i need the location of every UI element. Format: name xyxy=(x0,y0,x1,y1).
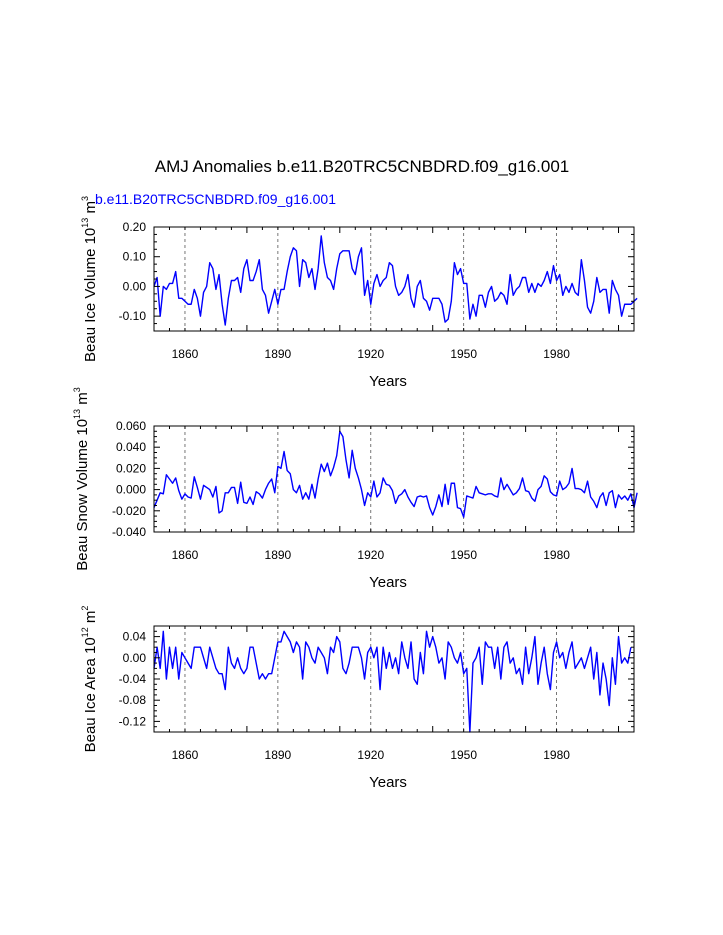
y-axis-title-exp2: 2 xyxy=(80,606,90,611)
y-axis-title-exp1: 13 xyxy=(72,409,82,419)
x-tick-label: 1980 xyxy=(543,347,570,361)
y-axis-title-prefix: Beau Ice Area 10 xyxy=(82,637,99,752)
series-line-ice-area xyxy=(153,630,632,733)
y-axis-title-prefix: Beau Snow Volume 10 xyxy=(74,419,91,571)
y-tick-label: 0.10 xyxy=(123,250,147,264)
y-axis-title-exp1: 12 xyxy=(80,627,90,637)
x-tick-label: 1860 xyxy=(172,347,199,361)
y-tick-label: 0.060 xyxy=(116,419,146,433)
x-tick-label: 1920 xyxy=(357,548,384,562)
x-tick-label: 1950 xyxy=(450,347,477,361)
y-tick-label: -0.12 xyxy=(119,714,147,728)
panel-snow-volume: 1860 1890 1920 1950 1980 -0.040 -0.020 0.000 0.0… xyxy=(72,387,638,591)
y-tick-label: 0.020 xyxy=(116,461,146,475)
series-line-ice-volume xyxy=(153,235,638,326)
y-axis-title-exp1: 13 xyxy=(80,218,90,228)
page-title: AMJ Anomalies b.e11.B20TRC5CNBDRD.f09_g1… xyxy=(155,157,570,176)
x-tick-label: 1920 xyxy=(357,748,384,762)
y-tick-label: 0.04 xyxy=(123,630,147,644)
x-axis-title: Years xyxy=(369,574,407,591)
series-line-snow-volume xyxy=(153,430,638,518)
page-subtitle: b.e11.B20TRC5CNBDRD.f09_g16.001 xyxy=(95,191,336,207)
x-tick-label: 1890 xyxy=(265,347,292,361)
y-axis-title-mid: m xyxy=(74,392,91,409)
x-tick-label: 1920 xyxy=(357,347,384,361)
y-tick-label: 0.00 xyxy=(123,279,147,293)
x-tick-label: 1950 xyxy=(450,548,477,562)
y-axis-title-prefix: Beau Ice Volume 10 xyxy=(82,228,99,362)
y-tick-label: 0.20 xyxy=(123,220,147,234)
y-axis-title-mid: m xyxy=(82,201,99,218)
y-tick-label: -0.08 xyxy=(119,693,147,707)
panel-ice-volume: 1860 1890 1920 1950 1980 -0.10 0.00 0.10 0.20 Yea… xyxy=(80,196,638,390)
y-axis-title: Beau Snow Volume 1013 m3 xyxy=(72,387,91,570)
x-tick-label: 1980 xyxy=(543,548,570,562)
y-tick-label: -0.040 xyxy=(112,525,146,539)
panel-ice-area: 1860 1890 1920 1950 1980 -0.12 -0.08 -0.04 0.00 0… xyxy=(80,606,635,791)
x-tick-label: 1890 xyxy=(265,548,292,562)
y-tick-label: -0.020 xyxy=(112,504,146,518)
y-tick-label: -0.04 xyxy=(119,672,147,686)
x-axis-title: Years xyxy=(369,373,407,390)
plot-frame xyxy=(153,425,635,533)
y-axis-title: Beau Ice Area 1012 m2 xyxy=(80,606,99,753)
y-axis-title-exp2: 3 xyxy=(72,387,82,392)
y-axis-title-mid: m xyxy=(82,611,99,628)
y-tick-label: 0.000 xyxy=(116,483,146,497)
y-tick-label: 0.00 xyxy=(123,651,147,665)
y-tick-label: -0.10 xyxy=(119,309,147,323)
y-axis-title: Beau Ice Volume 1013 m3 xyxy=(80,196,99,362)
x-tick-label: 1890 xyxy=(265,748,292,762)
y-axis-title-exp2: 3 xyxy=(80,196,90,201)
x-axis-title: Years xyxy=(369,774,407,791)
y-tick-label: 0.040 xyxy=(116,440,146,454)
x-tick-label: 1950 xyxy=(450,748,477,762)
x-tick-label: 1860 xyxy=(172,748,199,762)
x-tick-label: 1860 xyxy=(172,548,199,562)
x-tick-label: 1980 xyxy=(543,748,570,762)
